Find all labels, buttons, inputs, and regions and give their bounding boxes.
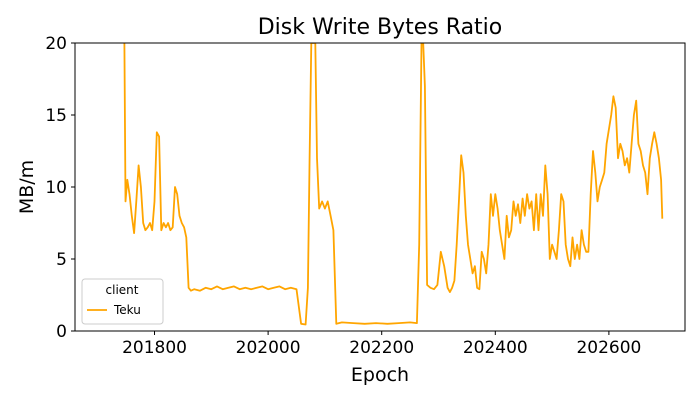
- x-tick-label: 202600: [576, 338, 641, 358]
- legend-label-teku: Teku: [113, 303, 141, 317]
- chart-title: Disk Write Bytes Ratio: [258, 15, 503, 40]
- x-axis-label: Epoch: [351, 364, 409, 386]
- x-axis-ticks: 201800 202000 202200 202400 202600: [122, 331, 641, 358]
- y-tick-label: 0: [56, 322, 67, 342]
- legend-box: [81, 278, 164, 325]
- y-tick-label: 15: [45, 106, 67, 126]
- y-tick-label: 5: [56, 250, 67, 270]
- plot-lines: [123, 43, 664, 326]
- y-tick-label: 10: [45, 178, 67, 198]
- x-tick-label: 201800: [122, 338, 187, 358]
- plot-frame: [74, 42, 686, 332]
- series-line-teku: [123, 43, 664, 326]
- y-axis-ticks: 0 5 10 15 20: [45, 34, 75, 342]
- y-tick-label: 20: [45, 34, 67, 54]
- y-axis-label: MB/m: [16, 160, 38, 214]
- legend: client Teku: [81, 278, 164, 325]
- legend-title: client: [106, 283, 139, 297]
- x-tick-label: 202200: [349, 338, 414, 358]
- x-tick-label: 202400: [463, 338, 528, 358]
- x-tick-label: 202000: [236, 338, 301, 358]
